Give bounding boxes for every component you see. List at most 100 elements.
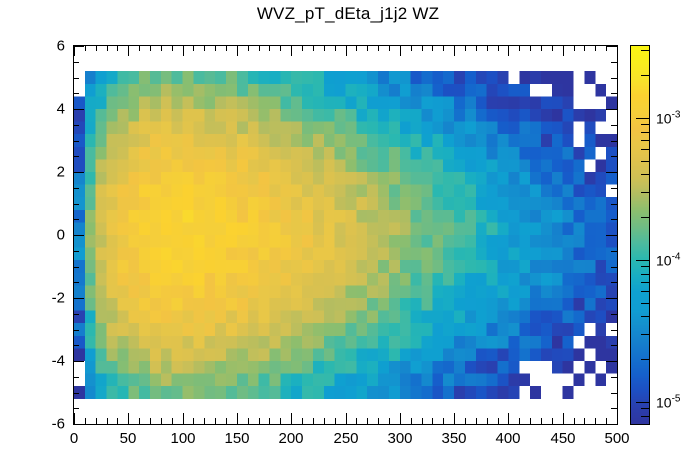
colorbar-minor-tick [641, 217, 650, 218]
x-axis-minor-tick [378, 418, 379, 424]
y-axis-minor-tick [73, 314, 79, 315]
x-axis-minor-tick [161, 45, 162, 51]
x-axis-minor-tick [85, 45, 86, 51]
colorbar [630, 45, 650, 425]
colorbar-minor-tick [641, 50, 650, 51]
x-axis-tick-label: 150 [224, 430, 250, 447]
colorbar-major-tick [636, 260, 650, 261]
x-axis-major-tick [346, 45, 347, 56]
colorbar-minor-tick [641, 149, 650, 150]
colorbar-minor-tick [641, 75, 650, 76]
x-axis-minor-tick [215, 45, 216, 51]
x-axis-minor-tick [530, 418, 531, 424]
x-axis-minor-tick [150, 418, 151, 424]
x-axis-minor-tick [280, 418, 281, 424]
colorbar-tick-label: 10-4 [656, 252, 680, 269]
colorbar-minor-tick [641, 132, 650, 133]
x-axis-minor-tick [378, 45, 379, 51]
colorbar-minor-tick [641, 174, 650, 175]
heatmap-area [74, 46, 617, 424]
x-axis-major-tick [454, 45, 455, 56]
x-axis-minor-tick [422, 418, 423, 424]
x-axis-major-tick [400, 45, 401, 56]
y-axis-tick-label: 6 [56, 37, 65, 55]
colorbar-minor-tick [641, 140, 650, 141]
x-axis-minor-tick [335, 45, 336, 51]
y-axis-tick-label: 4 [56, 100, 65, 118]
x-axis-minor-tick [552, 418, 553, 424]
x-axis-minor-tick [530, 45, 531, 51]
x-axis-minor-tick [541, 418, 542, 424]
y-axis-minor-tick [73, 282, 79, 283]
x-axis-major-tick [291, 413, 292, 424]
y-axis-minor-tick [611, 62, 617, 63]
x-axis-major-tick [74, 45, 75, 56]
x-axis-minor-tick [498, 418, 499, 424]
y-axis-major-tick [73, 424, 84, 425]
x-axis-minor-tick [204, 418, 205, 424]
colorbar-minor-tick [641, 424, 650, 425]
x-axis-minor-tick [411, 45, 412, 51]
colorbar-label-exponent: -5 [671, 393, 681, 405]
y-axis-minor-tick [73, 251, 79, 252]
x-axis-minor-tick [193, 418, 194, 424]
x-axis-tick-label: 0 [69, 430, 79, 447]
x-axis-tick-label: 500 [604, 430, 630, 447]
x-axis-minor-tick [422, 45, 423, 51]
colorbar-minor-tick [641, 303, 650, 304]
x-axis-minor-tick [139, 418, 140, 424]
y-axis-minor-tick [611, 408, 617, 409]
y-axis-minor-tick [611, 314, 617, 315]
colorbar-tick-label: 10-3 [656, 110, 680, 127]
colorbar-label-exponent: -4 [671, 251, 681, 263]
y-axis-minor-tick [73, 62, 79, 63]
x-axis-minor-tick [356, 418, 357, 424]
x-axis-major-tick [617, 413, 618, 424]
x-axis-major-tick [128, 413, 129, 424]
y-axis-major-tick [606, 172, 617, 173]
colorbar-minor-tick [641, 124, 650, 125]
x-axis-minor-tick [584, 45, 585, 51]
x-axis-minor-tick [432, 418, 433, 424]
x-axis-major-tick [183, 413, 184, 424]
colorbar-label-mantissa: 10 [656, 110, 672, 127]
x-axis-minor-tick [226, 45, 227, 51]
plot-frame [73, 45, 618, 425]
x-axis-minor-tick [248, 418, 249, 424]
x-axis-minor-tick [487, 418, 488, 424]
y-axis-minor-tick [73, 393, 79, 394]
x-axis-minor-tick [269, 418, 270, 424]
colorbar-tick-label: 10-5 [656, 394, 680, 411]
y-axis-minor-tick [611, 393, 617, 394]
x-axis-minor-tick [519, 45, 520, 51]
y-axis-major-tick [73, 46, 84, 47]
x-axis-minor-tick [465, 418, 466, 424]
x-axis-minor-tick [487, 45, 488, 51]
colorbar-minor-tick [641, 334, 650, 335]
y-axis-major-tick [606, 109, 617, 110]
x-axis-minor-tick [389, 418, 390, 424]
y-axis-minor-tick [73, 93, 79, 94]
x-axis-tick-label: 200 [278, 430, 304, 447]
colorbar-minor-tick [641, 161, 650, 162]
y-axis-minor-tick [73, 125, 79, 126]
x-axis-minor-tick [541, 45, 542, 51]
y-axis-major-tick [73, 109, 84, 110]
y-axis-minor-tick [611, 282, 617, 283]
colorbar-minor-tick [641, 291, 650, 292]
x-axis-minor-tick [259, 45, 260, 51]
y-axis-tick-label: -4 [51, 352, 65, 370]
y-axis-minor-tick [611, 204, 617, 205]
y-axis-minor-tick [73, 267, 79, 268]
x-axis-major-tick [346, 413, 347, 424]
x-axis-minor-tick [356, 45, 357, 51]
x-axis-tick-label: 100 [170, 430, 196, 447]
x-axis-minor-tick [139, 45, 140, 51]
y-axis-minor-tick [73, 330, 79, 331]
y-axis-major-tick [606, 46, 617, 47]
x-axis-tick-label: 350 [441, 430, 467, 447]
y-axis-minor-tick [73, 188, 79, 189]
x-axis-major-tick [74, 413, 75, 424]
colorbar-major-tick [636, 402, 650, 403]
